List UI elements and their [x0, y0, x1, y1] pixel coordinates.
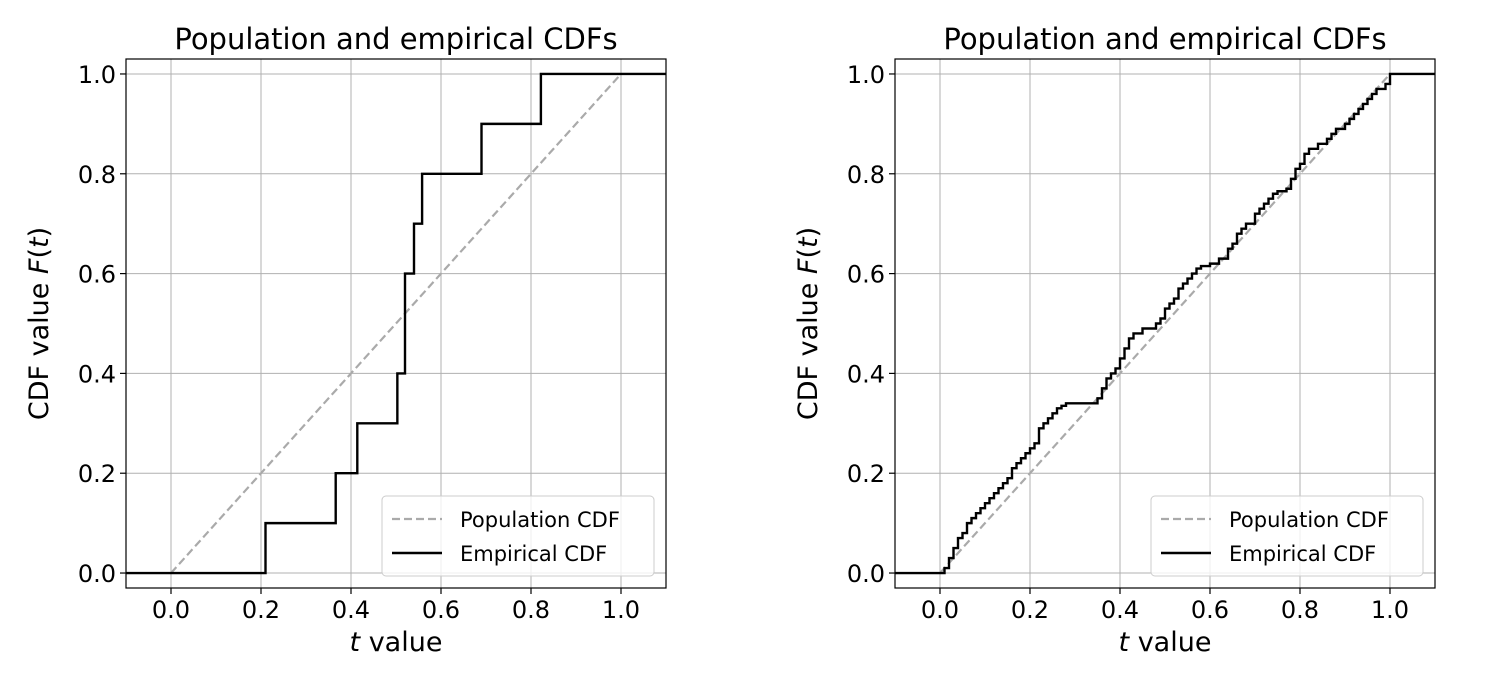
legend-box — [381, 495, 655, 577]
y-tick-label: 0.4 — [847, 360, 885, 388]
y-tick-label: 0.0 — [847, 560, 885, 588]
x-axis-label: t value — [1119, 627, 1212, 658]
x-tick-label: 0.2 — [242, 596, 280, 624]
y-tick-label: 0.6 — [78, 261, 116, 289]
x-tick-label: 0.2 — [1011, 596, 1049, 624]
plot-frame — [125, 58, 667, 589]
x-tick-label: 1.0 — [602, 596, 640, 624]
legend-label-population: Population CDF — [1229, 508, 1389, 532]
legend-label-population: Population CDF — [460, 508, 620, 532]
legend-label-empirical: Empirical CDF — [460, 542, 607, 566]
population-cdf-line — [939, 73, 1391, 574]
y-tick-label: 0.2 — [847, 460, 885, 488]
y-tick-label: 0.6 — [847, 261, 885, 289]
legend: Population CDF Empirical CDF — [1150, 495, 1424, 577]
x-tick-label: 0.6 — [1191, 596, 1229, 624]
y-tick-label: 0.8 — [847, 161, 885, 189]
plot-frame — [894, 58, 1436, 589]
x-tick-label: 0.4 — [332, 596, 370, 624]
x-tick-label: 0.0 — [152, 596, 190, 624]
y-tick-label: 1.0 — [847, 61, 885, 89]
y-tick-label: 1.0 — [78, 61, 116, 89]
x-tick-label: 1.0 — [1371, 596, 1409, 624]
chart-title: Population and empirical CDFs — [174, 22, 617, 56]
y-tick-label: 0.8 — [78, 161, 116, 189]
y-tick-label: 0.0 — [78, 560, 116, 588]
chart-title: Population and empirical CDFs — [943, 22, 1386, 56]
legend-box — [1150, 495, 1424, 577]
chart-left: 0.0 0.2 0.4 0.6 0.8 1.0 0.0 0.2 0.4 0.6 0.8 1.0 Pop… — [24, 22, 667, 658]
chart-right: 0.0 0.2 0.4 0.6 0.8 1.0 0.0 0.2 0.4 0.6 0.8 1.0 Pop… — [793, 22, 1436, 658]
x-tick-label: 0.8 — [512, 596, 550, 624]
x-tick-label: 0.0 — [921, 596, 959, 624]
legend-label-empirical: Empirical CDF — [1229, 542, 1376, 566]
y-tick-label: 0.4 — [78, 360, 116, 388]
empirical-cdf-line — [126, 72, 666, 575]
legend: Population CDF Empirical CDF — [381, 495, 655, 577]
x-tick-label: 0.8 — [1281, 596, 1319, 624]
population-cdf-line — [170, 73, 622, 574]
empirical-cdf-line — [895, 72, 1435, 575]
x-axis-label: t value — [350, 627, 443, 658]
y-axis-label: CDF value F(t) — [24, 227, 55, 420]
x-tick-label: 0.4 — [1101, 596, 1139, 624]
y-axis-label: CDF value F(t) — [793, 227, 824, 420]
x-tick-label: 0.6 — [422, 596, 460, 624]
y-tick-label: 0.2 — [78, 460, 116, 488]
